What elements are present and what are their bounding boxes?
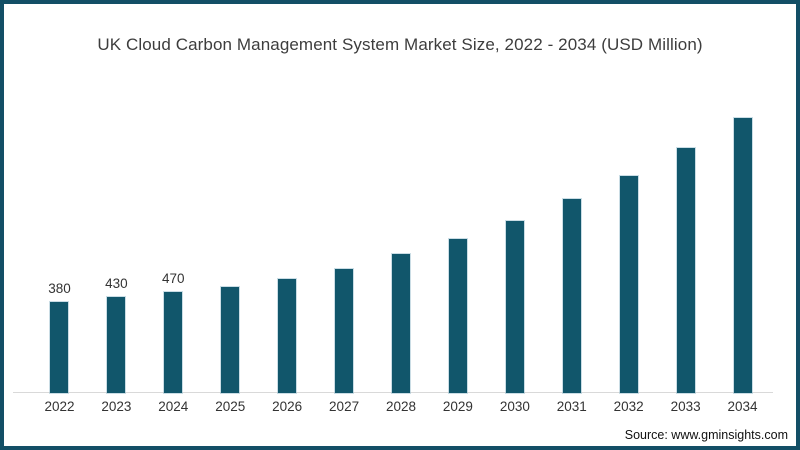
- bar: [335, 269, 354, 393]
- bar: [164, 292, 183, 393]
- bar-column: [600, 176, 657, 393]
- bar: [278, 279, 297, 393]
- bar-column: 470: [145, 271, 202, 393]
- bar: [50, 302, 69, 393]
- x-axis-tick-label: 2032: [613, 399, 644, 414]
- bar: [107, 296, 126, 393]
- x-axis-tick-label: 2030: [499, 399, 530, 414]
- bar-column: [657, 147, 714, 393]
- bar: [733, 117, 752, 393]
- bar-column: 380: [31, 281, 88, 393]
- bar: [619, 176, 638, 393]
- x-axis-tick-label: 2024: [158, 399, 189, 414]
- x-axis-tick-label: 2023: [101, 399, 132, 414]
- bar-column: [543, 199, 600, 393]
- bar: [676, 147, 695, 393]
- bar: [391, 254, 410, 393]
- x-axis-tick-label: 2025: [215, 399, 246, 414]
- bar-column: [429, 239, 486, 393]
- x-axis-tick-label: 2027: [329, 399, 360, 414]
- bar-column: [259, 279, 316, 393]
- bar: [221, 287, 240, 393]
- bar-column: [486, 220, 543, 393]
- chart-title: UK Cloud Carbon Management System Market…: [97, 35, 703, 54]
- x-axis-line: [13, 392, 773, 393]
- bar-column: [714, 117, 771, 393]
- x-axis-tick-label: 2034: [727, 399, 758, 414]
- x-axis-tick-label: 2031: [556, 399, 587, 414]
- bar: [562, 199, 581, 393]
- source-note: Source: www.gminsights.com: [624, 428, 788, 442]
- x-axis-tick-label: 2029: [442, 399, 473, 414]
- x-axis-labels: 2022 2023 2024 2025 2026 2027 2028 2029 …: [31, 399, 771, 414]
- bar-value-label: 430: [105, 275, 128, 291]
- bar-column: [316, 269, 373, 393]
- bar-column: [202, 287, 259, 393]
- bar: [448, 239, 467, 393]
- x-axis-tick-label: 2033: [670, 399, 701, 414]
- bar-column: [373, 254, 430, 393]
- bar-value-label: 380: [48, 281, 71, 297]
- bar-column: 430: [88, 276, 145, 393]
- bars-container: 380 430 470: [31, 117, 771, 393]
- x-axis-tick-label: 2028: [385, 399, 417, 414]
- x-axis-tick-label: 2022: [44, 399, 75, 414]
- bar-value-label: 470: [162, 271, 185, 287]
- x-axis-tick-label: 2026: [272, 399, 303, 414]
- bar: [505, 220, 524, 393]
